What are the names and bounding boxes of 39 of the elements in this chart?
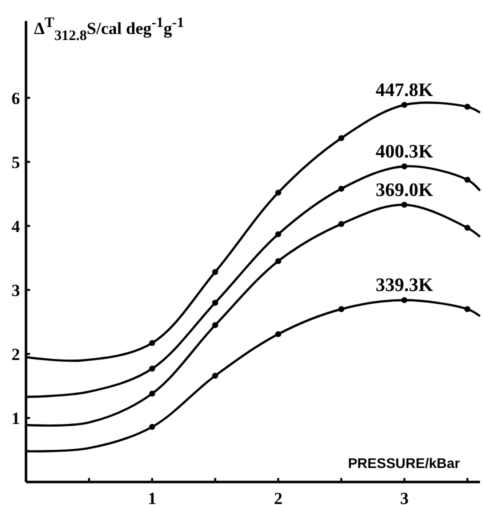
y-tick-label: 1 [12,408,20,428]
point [212,300,218,306]
point [464,306,470,312]
point [464,176,470,183]
point [212,322,218,328]
point [275,231,282,238]
point [401,202,408,208]
point [401,297,408,304]
y-tick-label: 6 [12,88,20,108]
series-label: 369.0K [376,180,434,201]
y-tick-label: 3 [12,280,20,300]
point [149,340,156,346]
point [401,163,408,170]
series-label: 447.8K [376,80,434,101]
point [401,102,408,108]
y-tick-label: 2 [12,344,20,364]
y-tick-label: 5 [12,152,20,172]
y-tick-label: 4 [12,216,20,236]
point [464,104,470,110]
point [149,390,156,397]
y-axis-title: Δ$^{T}$$_{312.8}$S/cal deg$^{-1}$g$^{-1}$ [34,15,184,44]
series-label: 339.3K [376,275,434,296]
point [275,331,282,338]
point [464,224,470,231]
point [338,306,344,312]
series-label: 400.3K [376,141,434,162]
point [275,258,282,264]
point [212,268,218,275]
point [338,220,344,227]
point [338,135,344,142]
point [338,186,344,192]
x-axis-title: PRESSURE/kBar [348,455,461,471]
point [212,372,218,379]
x-tick-label: 2 [274,489,282,505]
x-tick-label: 3 [400,489,409,505]
point [149,424,156,430]
x-tick-label: 1 [148,489,156,505]
point [275,190,282,196]
point [149,366,156,372]
